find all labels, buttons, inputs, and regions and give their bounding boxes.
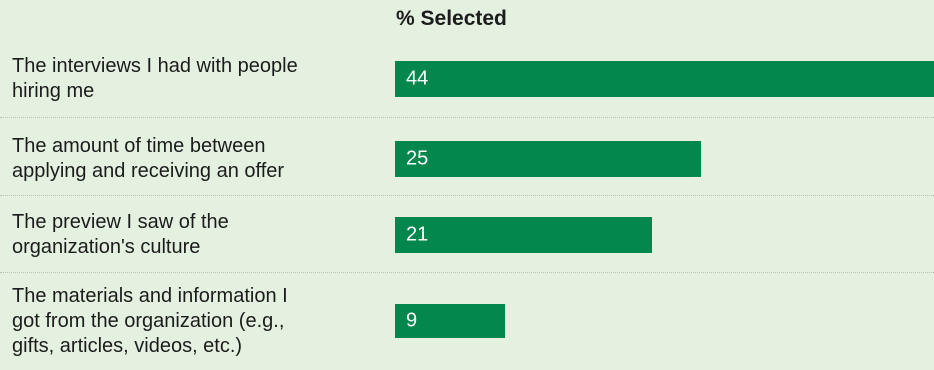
- chart-row: The materials and information I got from…: [0, 272, 934, 370]
- bar: 9: [395, 304, 505, 338]
- bar-value-label: 9: [406, 309, 418, 332]
- chart-row: The interviews I had with people hiring …: [0, 40, 934, 118]
- bar-value-label: 44: [406, 67, 429, 90]
- row-divider: [0, 195, 934, 196]
- category-label: The preview I saw of the organization's …: [12, 211, 229, 258]
- bar: 25: [395, 141, 701, 177]
- chart-row: The amount of time between applying and …: [0, 120, 934, 198]
- bar-value-label: 25: [406, 147, 429, 170]
- bar: 21: [395, 217, 652, 253]
- row-divider: [0, 117, 934, 118]
- chart-row: The preview I saw of the organization's …: [0, 198, 934, 272]
- category-label: The materials and information I got from…: [12, 285, 288, 357]
- bar-value-label: 21: [406, 223, 429, 246]
- category-label: The interviews I had with people hiring …: [12, 55, 298, 102]
- row-divider: [0, 272, 934, 273]
- column-header: % Selected: [396, 7, 507, 30]
- category-label: The amount of time between applying and …: [12, 135, 285, 182]
- bar: 44: [395, 61, 934, 97]
